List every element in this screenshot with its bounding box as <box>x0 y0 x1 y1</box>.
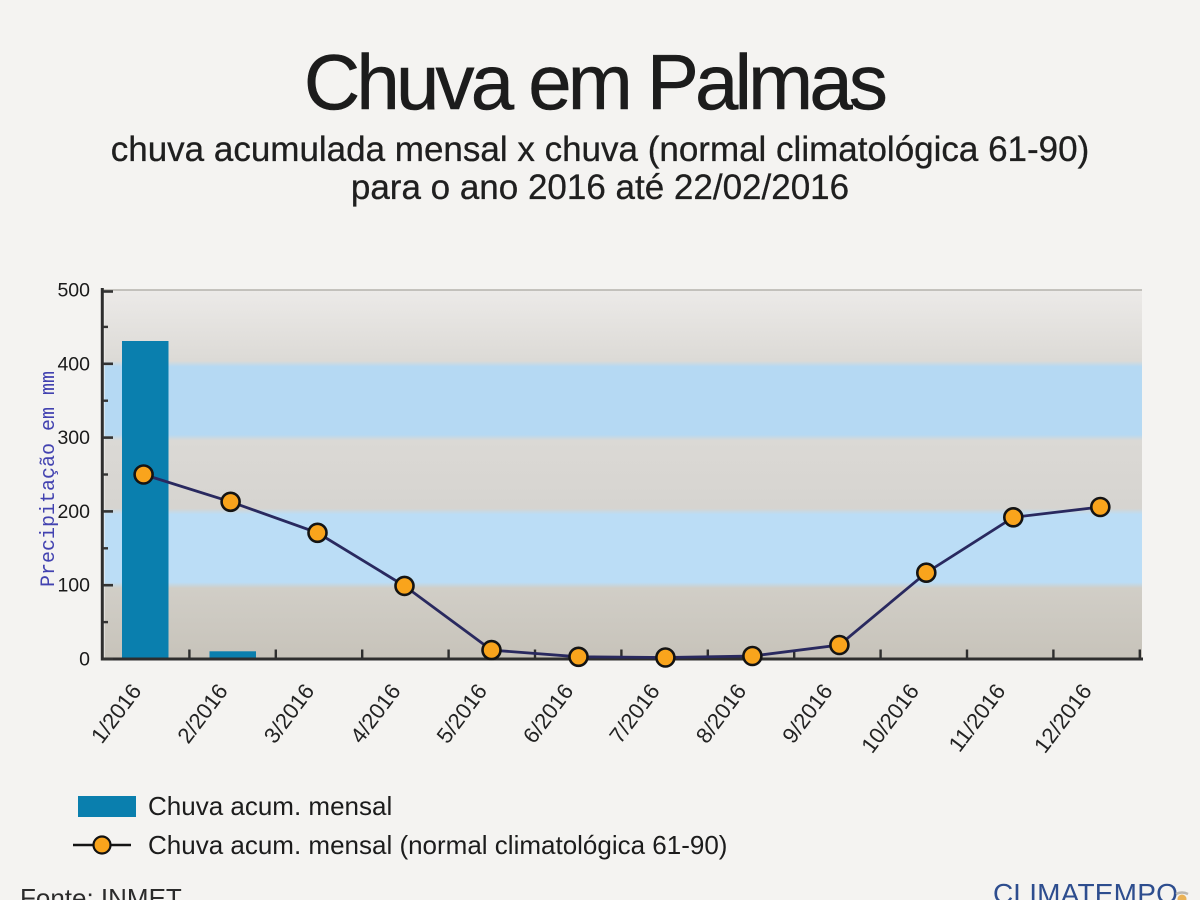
svg-text:7/2016: 7/2016 <box>604 679 664 748</box>
svg-text:100: 100 <box>57 575 90 597</box>
svg-text:Chuva acum. mensal (normal cli: Chuva acum. mensal (normal climatológica… <box>148 830 727 860</box>
svg-text:400: 400 <box>57 353 90 375</box>
svg-text:4/2016: 4/2016 <box>345 679 405 748</box>
svg-text:6/2016: 6/2016 <box>518 679 578 748</box>
svg-text:5/2016: 5/2016 <box>432 679 492 748</box>
svg-text:11/2016: 11/2016 <box>944 679 1011 756</box>
svg-text:9/2016: 9/2016 <box>777 679 837 748</box>
svg-text:10/2016: 10/2016 <box>856 679 924 758</box>
svg-text:Fonte: INMET: Fonte: INMET <box>20 883 182 900</box>
svg-text:200: 200 <box>57 501 90 523</box>
svg-text:1/2016: 1/2016 <box>86 679 146 748</box>
svg-text:Precipitação em mm: Precipitação em mm <box>38 371 61 587</box>
svg-text:300: 300 <box>57 427 90 449</box>
svg-text:3/2016: 3/2016 <box>259 679 319 748</box>
svg-text:Chuva acum. mensal: Chuva acum. mensal <box>148 791 392 821</box>
svg-text:CLIMATEMPO: CLIMATEMPO <box>993 878 1178 900</box>
svg-text:12/2016: 12/2016 <box>1029 679 1097 758</box>
svg-text:2/2016: 2/2016 <box>172 679 232 748</box>
svg-text:0: 0 <box>79 649 90 671</box>
svg-text:8/2016: 8/2016 <box>691 679 751 748</box>
svg-text:500: 500 <box>57 280 90 302</box>
